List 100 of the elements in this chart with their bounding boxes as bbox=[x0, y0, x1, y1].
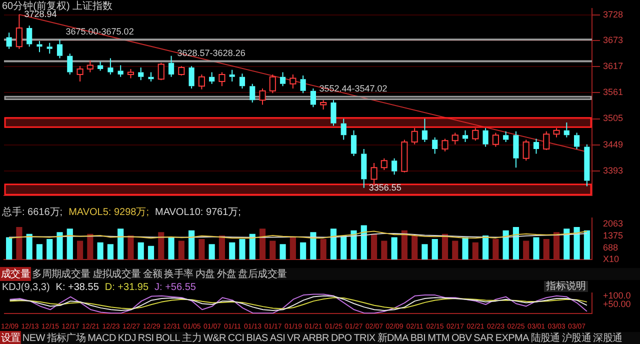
candlestick bbox=[26, 25, 32, 48]
candlestick bbox=[108, 58, 114, 76]
bar bbox=[360, 225, 367, 260]
text: BBI bbox=[409, 332, 427, 344]
bar bbox=[381, 240, 388, 260]
text: 沪股通 bbox=[560, 332, 592, 344]
y-tick-label: 2063 bbox=[603, 218, 624, 229]
candlestick bbox=[98, 60, 104, 72]
text: TRIX bbox=[352, 332, 376, 344]
bar bbox=[492, 238, 499, 260]
text: 虚拟成交量 bbox=[91, 268, 142, 281]
text: KDJ bbox=[116, 332, 137, 344]
text: NEW bbox=[21, 332, 46, 344]
candlestick bbox=[462, 130, 468, 143]
candlestick bbox=[574, 132, 580, 150]
y-tick-label: 3505 bbox=[603, 113, 624, 124]
candlestick bbox=[118, 64, 124, 78]
text: 主力 bbox=[181, 332, 202, 344]
text: RSI bbox=[136, 332, 155, 344]
series-label: MAVOL10: 9761万; bbox=[154, 206, 241, 218]
bar bbox=[208, 244, 215, 260]
candlestick bbox=[46, 42, 52, 54]
bar bbox=[218, 236, 226, 260]
text: CCI bbox=[226, 332, 246, 344]
candlestick bbox=[229, 69, 235, 82]
candlestick bbox=[340, 118, 346, 140]
text: VR bbox=[286, 332, 302, 344]
candlestick bbox=[138, 67, 144, 81]
bar bbox=[462, 237, 468, 260]
bar bbox=[46, 238, 53, 260]
candlestick bbox=[564, 122, 570, 138]
series-label: K: +38.55 bbox=[56, 282, 100, 293]
bar bbox=[290, 237, 296, 260]
bar bbox=[300, 242, 306, 260]
bar bbox=[391, 237, 398, 260]
y-tick-label: 3673 bbox=[603, 35, 624, 46]
bar bbox=[512, 226, 520, 260]
candlestick bbox=[209, 72, 215, 84]
bar bbox=[270, 240, 276, 260]
bar bbox=[128, 236, 134, 260]
bar bbox=[158, 232, 164, 260]
bar bbox=[533, 237, 540, 260]
candlestick bbox=[392, 158, 398, 176]
y-tick-label: 3561 bbox=[603, 87, 624, 98]
candlestick bbox=[188, 66, 194, 89]
candlestick bbox=[250, 83, 256, 103]
text: 换手率 bbox=[163, 268, 194, 281]
text: BOLL bbox=[154, 332, 182, 344]
bar bbox=[452, 240, 458, 260]
bar bbox=[564, 228, 570, 260]
candlestick bbox=[148, 72, 154, 82]
y-tick-label: 3393 bbox=[603, 165, 624, 176]
text: ARBR bbox=[301, 332, 330, 344]
bar bbox=[76, 240, 84, 260]
y-tick-label: +100.0 bbox=[603, 290, 631, 300]
bar bbox=[340, 236, 347, 260]
series-label: D: +31.95 bbox=[104, 282, 149, 293]
text: W&R bbox=[202, 332, 227, 344]
candlestick bbox=[36, 40, 42, 53]
text: MTM bbox=[426, 332, 450, 344]
text: MACD bbox=[86, 332, 117, 344]
candlestick bbox=[513, 130, 519, 168]
candlestick bbox=[350, 130, 357, 157]
bar bbox=[188, 230, 195, 260]
text: 指标广场 bbox=[46, 332, 87, 344]
bar bbox=[280, 244, 286, 260]
bar bbox=[401, 230, 408, 260]
text: SAR bbox=[472, 332, 494, 344]
text: 陆股通 bbox=[530, 332, 561, 344]
chart-title: 总手: 6616万; bbox=[1, 206, 63, 218]
bar bbox=[198, 238, 205, 260]
bar bbox=[118, 228, 124, 260]
candlestick bbox=[168, 55, 174, 78]
text: 指标说明 bbox=[544, 281, 588, 292]
bar bbox=[574, 226, 580, 260]
y-tick-label: +50.00 bbox=[603, 298, 631, 309]
bar bbox=[310, 232, 316, 260]
text: 内盘 bbox=[194, 268, 216, 281]
text: 成交量 bbox=[0, 267, 32, 281]
annotation: 3356.55 bbox=[368, 182, 402, 192]
bar bbox=[168, 237, 174, 260]
bar bbox=[320, 238, 326, 260]
candlestick bbox=[361, 148, 367, 188]
candlestick bbox=[533, 138, 540, 154]
bar bbox=[330, 228, 337, 260]
text: 多周期成交量 bbox=[31, 268, 92, 281]
text: 新DMA bbox=[376, 332, 410, 344]
bar bbox=[36, 244, 43, 260]
text: DPO bbox=[330, 332, 353, 344]
bar bbox=[178, 240, 184, 260]
candlestick bbox=[280, 72, 286, 87]
bar bbox=[148, 246, 154, 260]
bar bbox=[249, 234, 256, 260]
bar bbox=[523, 240, 530, 260]
candlestick bbox=[300, 74, 306, 94]
chart-title: KDJ(9,3,3) bbox=[2, 282, 50, 293]
bar bbox=[422, 244, 428, 260]
bar bbox=[350, 230, 357, 260]
bar bbox=[412, 236, 418, 260]
bar bbox=[138, 242, 144, 260]
